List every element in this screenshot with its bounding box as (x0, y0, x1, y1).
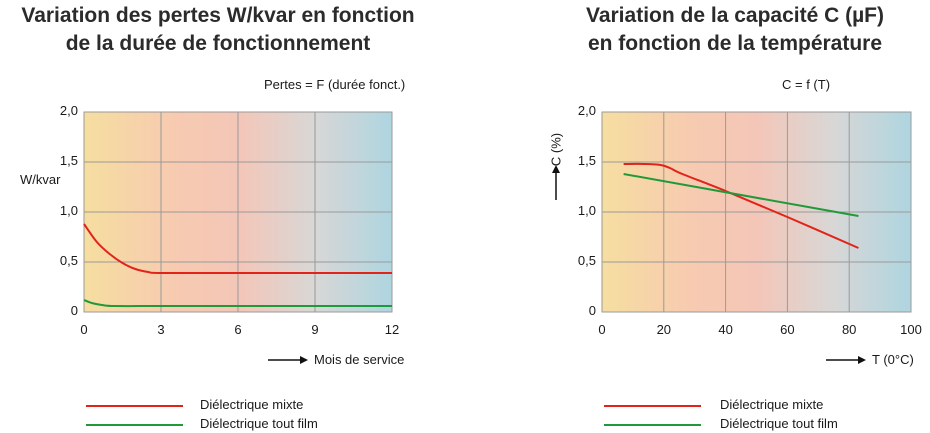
chart-2-x-tick-label: 80 (841, 322, 857, 337)
chart-2-y-tick-label: 1,0 (577, 203, 596, 218)
chart-2-y-tick-label: 0 (588, 303, 596, 318)
chart-2-y-arrow-head (552, 165, 560, 173)
chart-1-x-tick-label: 9 (311, 322, 319, 337)
chart-2-legend-label-1: Diélectrique mixte (720, 397, 824, 412)
chart-2-subtitle: C = f (T) (782, 77, 831, 92)
chart-2-title-line-1: Variation de la capacité C (µF) (585, 4, 885, 27)
chart-2-title: Variation de la capacité C (µF) en fonct… (540, 2, 930, 58)
chart-1-y-tick-label: 1,0 (59, 203, 78, 218)
chart-1-x-tick-label: 0 (80, 322, 88, 337)
chart-1-y-tick-label: 1,5 (59, 153, 78, 168)
chart-2-series-tout-film-line (623, 173, 859, 217)
chart-1-series-mixte-line (83, 223, 392, 275)
chart-2-x-tick-label: 60 (780, 322, 795, 337)
chart-2-x-axis-label: T (0°C) (872, 352, 914, 367)
chart-2-x-arrow-head (858, 356, 866, 364)
chart-2-frame (601, 111, 912, 313)
chart-1-x-tick-label: 6 (234, 322, 242, 337)
chart-2-legend-label-2: Diélectrique tout film (720, 416, 838, 431)
chart-2-series-mixte-line (623, 162, 859, 249)
chart-1-y-tick-label: 2,0 (59, 103, 78, 118)
chart-1-legend-label-1: Diélectrique mixte (200, 397, 304, 412)
chart-1-x-tick-label: 3 (157, 322, 165, 337)
chart-1-title: Variation des pertes W/kvar en fonction … (0, 2, 436, 58)
chart-2-y-axis-label: C (%) (548, 132, 564, 167)
chart-2-x-tick-label: 0 (598, 322, 606, 337)
chart-1-plot (83, 111, 393, 313)
chart-1-title-line-2: de la durée de fonctionnement (65, 32, 371, 55)
chart-1-x-arrow-head (300, 356, 308, 364)
chart-1-y-tick-label: 0,5 (59, 253, 78, 268)
chart-1-x-tick-label: 12 (384, 322, 400, 337)
chart-2-y-tick-label: 2,0 (577, 103, 596, 118)
chart-1-title-line-1: Variation des pertes W/kvar en fonction (21, 4, 415, 27)
chart-1-y-tick-label: 0 (70, 303, 78, 318)
chart-1-legend-label-2: Diélectrique tout film (200, 416, 318, 431)
chart-2-x-tick-label: 100 (900, 322, 922, 337)
chart-2-plot (601, 111, 912, 313)
chart-2-y-tick-label: 0,5 (577, 253, 596, 268)
chart-2-x-tick-label: 20 (656, 322, 672, 337)
chart-2-y-tick-label: 1,5 (577, 153, 596, 168)
chart-1-subtitle: Pertes = F (durée fonct.) (264, 77, 406, 92)
chart-1-series-tout-film-line (83, 299, 392, 308)
chart-1-y-axis-label: W/kvar (20, 172, 61, 187)
chart-1-frame (83, 111, 393, 313)
chart-2-x-tick-label: 40 (718, 322, 733, 337)
chart-2-title-line-2: en fonction de la température (587, 32, 883, 55)
chart-1-x-axis-label: Mois de service (314, 352, 405, 367)
